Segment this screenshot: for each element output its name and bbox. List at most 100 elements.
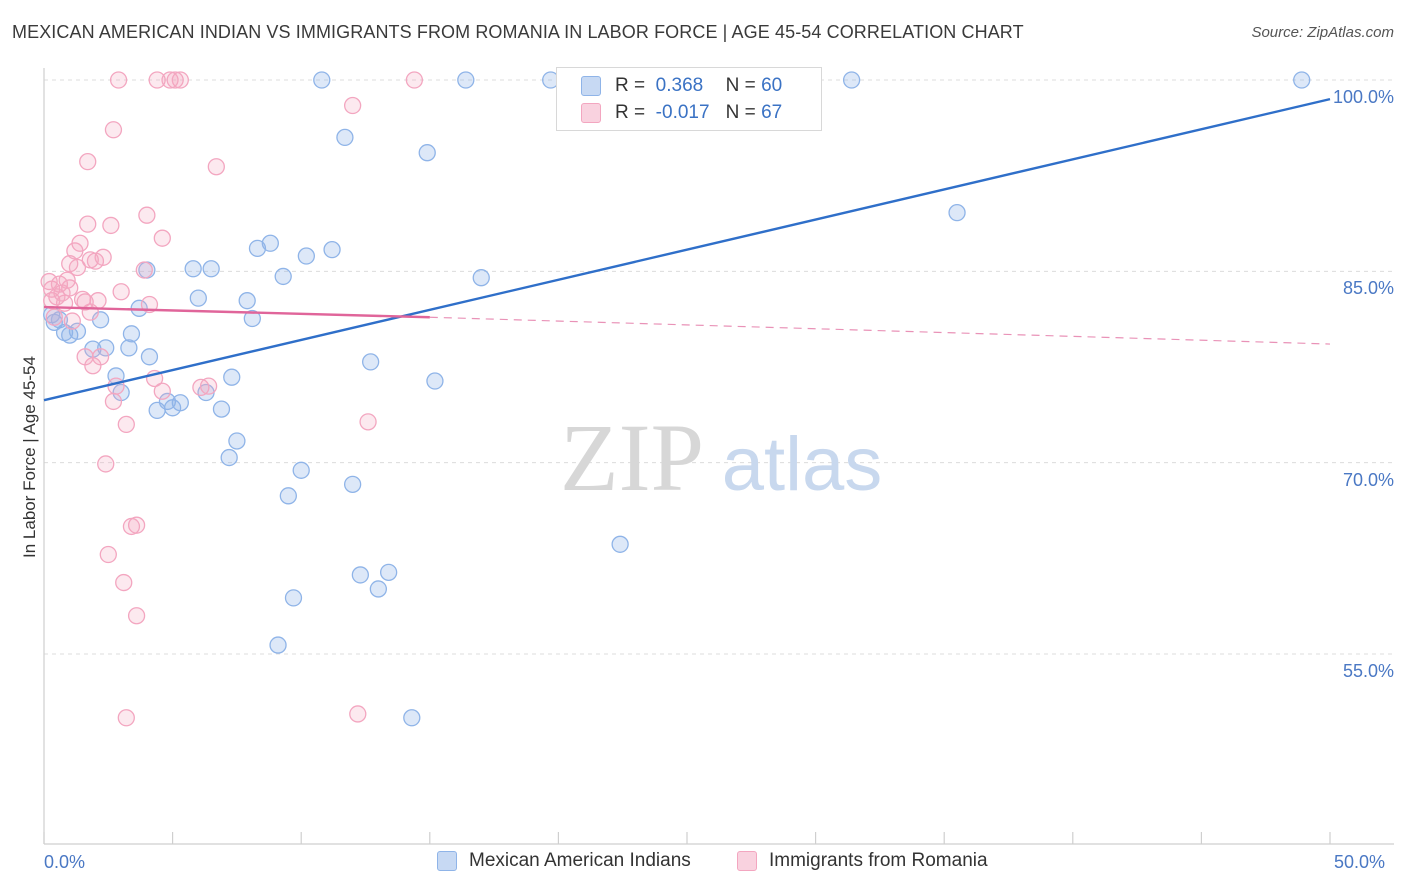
point-mexican-american-indians xyxy=(269,636,287,654)
point-mexican-american-indians xyxy=(369,580,388,598)
trend-lines xyxy=(43,97,1331,402)
point-mexican-american-indians xyxy=(457,71,475,89)
point-mexican-american-indians xyxy=(1293,71,1311,89)
stats-n-value: 67 xyxy=(761,102,783,123)
trend-line-pink-extension xyxy=(429,316,1331,345)
axes xyxy=(43,68,1394,845)
legend-item-immigrants-from-romania: Immigrants from Romania xyxy=(737,850,988,872)
point-mexican-american-indians xyxy=(171,394,189,412)
point-mexican-american-indians xyxy=(948,204,966,222)
point-immigrants-from-romania xyxy=(405,71,424,89)
point-immigrants-from-romania xyxy=(76,293,94,311)
gridlines xyxy=(44,79,1394,655)
point-immigrants-from-romania xyxy=(104,392,123,411)
point-immigrants-from-romania xyxy=(89,292,107,310)
point-immigrants-from-romania xyxy=(117,709,135,727)
stats-row-pink: R = -0.017 N = 67 xyxy=(581,100,782,126)
point-immigrants-from-romania xyxy=(148,71,166,89)
chart-title: MEXICAN AMERICAN INDIAN VS IMMIGRANTS FR… xyxy=(12,22,1024,42)
point-mexican-american-indians xyxy=(284,589,303,607)
stats-r-label: R = xyxy=(615,102,646,123)
point-immigrants-from-romania xyxy=(117,415,135,434)
point-immigrants-from-romania xyxy=(79,215,97,233)
point-immigrants-from-romania xyxy=(102,216,120,235)
point-immigrants-from-romania xyxy=(199,377,218,395)
point-immigrants-from-romania xyxy=(359,413,377,431)
point-mexican-american-indians xyxy=(120,339,138,357)
legend-label: Mexican American Indians xyxy=(469,850,691,871)
point-mexican-american-indians xyxy=(140,348,159,366)
point-immigrants-from-romania xyxy=(138,206,156,224)
point-immigrants-from-romania xyxy=(135,261,153,279)
point-immigrants-from-romania xyxy=(343,96,362,115)
stats-r-value: 0.368 xyxy=(655,75,704,96)
trend-line-blue xyxy=(43,97,1331,402)
legend-label: Immigrants from Romania xyxy=(769,850,988,871)
data-points xyxy=(40,71,1311,727)
point-immigrants-from-romania xyxy=(91,348,110,366)
point-immigrants-from-romania xyxy=(127,516,146,534)
point-mexican-american-indians xyxy=(351,566,370,584)
point-immigrants-from-romania xyxy=(71,234,89,252)
point-immigrants-from-romania xyxy=(97,455,115,473)
legend-swatch-blue xyxy=(437,851,457,871)
legend-swatch-pink xyxy=(737,851,757,871)
point-immigrants-from-romania xyxy=(171,71,189,89)
point-immigrants-from-romania xyxy=(140,295,159,314)
y-tick-label: 70.0% xyxy=(1342,469,1394,490)
point-mexican-american-indians xyxy=(379,563,398,582)
stats-swatch-pink xyxy=(581,103,601,123)
stats-n-value: 60 xyxy=(761,75,783,96)
point-mexican-american-indians xyxy=(274,267,292,286)
point-immigrants-from-romania xyxy=(61,279,79,297)
point-immigrants-from-romania xyxy=(94,248,112,266)
point-immigrants-from-romania xyxy=(115,573,133,592)
point-mexican-american-indians xyxy=(418,144,436,162)
point-immigrants-from-romania xyxy=(107,377,125,395)
x-tick-label-min: 0.0% xyxy=(44,852,86,872)
point-immigrants-from-romania xyxy=(207,158,225,176)
point-immigrants-from-romania xyxy=(112,283,130,301)
legend-item-mexican-american-indians: Mexican American Indians xyxy=(437,850,691,872)
point-mexican-american-indians xyxy=(403,709,421,727)
point-mexican-american-indians xyxy=(220,448,238,467)
point-immigrants-from-romania xyxy=(166,71,184,89)
point-immigrants-from-romania xyxy=(99,545,117,564)
point-mexican-american-indians xyxy=(426,372,444,390)
point-mexican-american-indians xyxy=(297,247,315,265)
point-mexican-american-indians xyxy=(842,71,861,89)
point-immigrants-from-romania xyxy=(153,382,171,400)
point-mexican-american-indians xyxy=(248,239,267,258)
point-mexican-american-indians xyxy=(228,432,246,450)
point-mexican-american-indians xyxy=(279,487,297,505)
stats-row-blue: R = 0.368 N = 60 xyxy=(581,73,782,99)
y-tick-label: 55.0% xyxy=(1342,661,1394,681)
point-immigrants-from-romania xyxy=(63,312,81,330)
point-mexican-american-indians xyxy=(336,128,354,147)
x-tick-label-max: 50.0% xyxy=(1334,852,1386,872)
stats-swatch-blue xyxy=(581,76,601,96)
point-mexican-american-indians xyxy=(189,289,207,307)
point-mexican-american-indians xyxy=(202,260,220,278)
point-mexican-american-indians xyxy=(97,339,115,357)
y-axis-title: In Labor Force | Age 45-54 xyxy=(20,356,39,558)
stats-n-label: N = xyxy=(725,75,756,96)
legend: Mexican American Indians Immigrants from… xyxy=(0,850,1406,880)
point-immigrants-from-romania xyxy=(109,71,128,89)
point-immigrants-from-romania xyxy=(127,607,146,625)
watermark: ZIP atlas xyxy=(560,404,882,511)
chart-source: Source: ZipAtlas.com xyxy=(1251,24,1394,41)
point-mexican-american-indians xyxy=(122,325,141,343)
point-mexican-american-indians xyxy=(184,260,202,278)
point-mexican-american-indians xyxy=(243,309,261,328)
y-tick-label: 85.0% xyxy=(1342,278,1394,299)
y-tick-label: 100.0% xyxy=(1332,87,1394,107)
point-mexican-american-indians xyxy=(472,269,490,287)
point-immigrants-from-romania xyxy=(153,229,171,247)
point-mexican-american-indians xyxy=(313,71,331,89)
stats-r-label: R = xyxy=(615,75,646,96)
point-mexican-american-indians xyxy=(292,461,310,479)
stats-n-label: N = xyxy=(725,102,756,123)
watermark-zip: ZIP xyxy=(560,404,704,511)
